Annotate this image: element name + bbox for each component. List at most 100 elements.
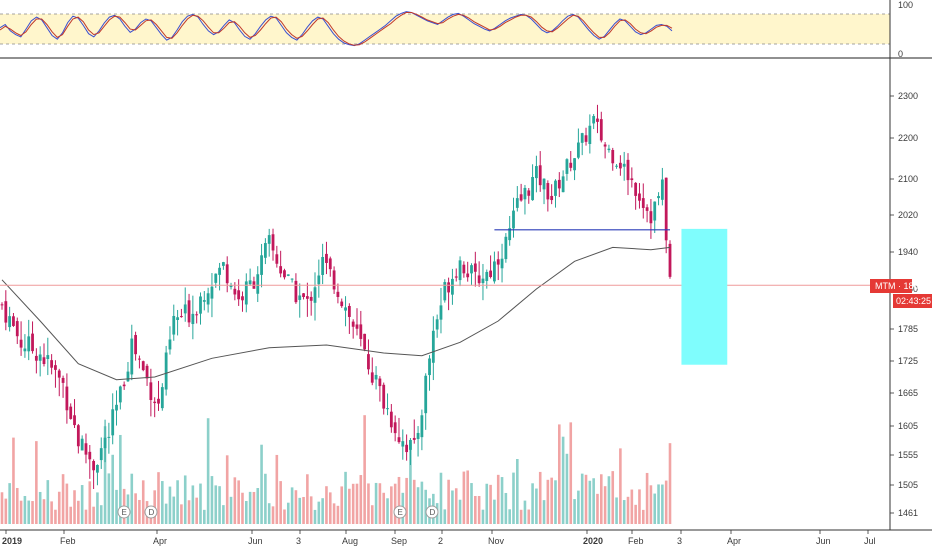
volume-bar bbox=[210, 476, 214, 524]
stoch-d-line bbox=[0, 12, 673, 46]
candle-body bbox=[389, 411, 393, 428]
candle-body bbox=[65, 386, 69, 411]
volume-bar bbox=[38, 491, 42, 524]
volume-bar bbox=[397, 476, 401, 524]
volume-bar bbox=[588, 480, 592, 524]
price-tick-label: 2300 bbox=[898, 91, 918, 101]
time-tick-label: Apr bbox=[727, 536, 741, 546]
volume-bar bbox=[565, 453, 569, 524]
candle-body bbox=[84, 443, 88, 455]
candle-body bbox=[347, 306, 351, 317]
volume-bar bbox=[466, 470, 469, 524]
last-price-tag-bg bbox=[870, 279, 912, 293]
volume-bar bbox=[141, 480, 145, 524]
volume-bar bbox=[630, 489, 634, 524]
volume-bar bbox=[164, 503, 168, 524]
volume-bar bbox=[390, 486, 393, 524]
volume-bar bbox=[88, 481, 92, 524]
candle-body bbox=[325, 253, 328, 263]
volume-bar bbox=[19, 500, 23, 524]
candle-body bbox=[466, 273, 470, 278]
candle-body bbox=[34, 355, 38, 361]
oscillator-axis[interactable]: 100 0 bbox=[898, 0, 913, 59]
candle-body bbox=[210, 286, 214, 299]
last-price-label: MTM · 1868 bbox=[875, 281, 924, 291]
target-box[interactable] bbox=[681, 228, 728, 365]
volume-bar bbox=[203, 509, 206, 524]
osc-tick-label: 0 bbox=[898, 49, 903, 59]
volume-bar bbox=[103, 426, 107, 524]
event-marker[interactable] bbox=[144, 505, 158, 519]
volume-bar bbox=[653, 493, 657, 524]
candle-body bbox=[596, 118, 599, 122]
volume-bar bbox=[283, 509, 286, 524]
candle-body bbox=[328, 258, 332, 270]
candle-body bbox=[626, 159, 630, 181]
volume-bar bbox=[222, 505, 225, 524]
time-tick-label: 2020 bbox=[583, 536, 603, 546]
time-axis[interactable]: 2019 Feb Apr Jun 3 Aug Sep 2 Nov 2020 Feb 3 Apr Jun Ju… bbox=[2, 530, 876, 546]
candle-body bbox=[489, 270, 492, 278]
event-marker-label: D bbox=[149, 508, 155, 517]
candle-body bbox=[470, 265, 473, 274]
volume-bar bbox=[218, 486, 221, 524]
volume-bar bbox=[84, 509, 88, 524]
volume-bar bbox=[0, 492, 4, 524]
candle-body bbox=[363, 333, 367, 350]
candle-body bbox=[523, 187, 527, 200]
candle-body bbox=[500, 258, 504, 269]
candle-body bbox=[141, 361, 145, 371]
volume-bar bbox=[50, 501, 53, 524]
candle-body bbox=[183, 304, 187, 314]
candle-body bbox=[180, 316, 183, 318]
price-tick-label: 2100 bbox=[898, 174, 918, 184]
volume-bar bbox=[378, 483, 382, 524]
candle-body bbox=[599, 119, 603, 141]
moving-average-line bbox=[1, 246, 671, 381]
event-marker[interactable] bbox=[393, 505, 407, 519]
volume-bar bbox=[57, 491, 61, 524]
volume-bar bbox=[657, 484, 660, 524]
candle-body bbox=[164, 352, 168, 390]
candle-body bbox=[641, 198, 645, 208]
volume-bar bbox=[92, 506, 95, 524]
candle-body bbox=[576, 142, 580, 158]
volume-bar bbox=[512, 472, 515, 524]
candle-body bbox=[420, 415, 424, 438]
event-marker[interactable] bbox=[117, 505, 131, 519]
candle-body bbox=[122, 384, 126, 387]
volume-bar bbox=[596, 493, 599, 524]
event-marker-label: D bbox=[430, 508, 436, 517]
volume-bar bbox=[172, 496, 176, 524]
price-tick-label: 1461 bbox=[898, 508, 918, 518]
candle-body bbox=[630, 178, 634, 181]
volume-bar bbox=[569, 422, 573, 524]
volume-bar bbox=[344, 471, 347, 524]
volume-bar bbox=[46, 480, 50, 524]
candle-body bbox=[431, 330, 435, 363]
candle-body bbox=[130, 338, 134, 375]
volume-bar bbox=[252, 491, 256, 524]
volume-bar bbox=[416, 487, 420, 524]
volume-bar bbox=[645, 472, 649, 524]
volume-bar bbox=[470, 483, 473, 524]
candle-body bbox=[538, 165, 542, 186]
candle-body bbox=[622, 163, 626, 167]
candle-body bbox=[603, 144, 607, 147]
candle-body bbox=[519, 194, 523, 201]
event-marker[interactable] bbox=[425, 505, 439, 519]
volume-bar bbox=[96, 492, 99, 524]
candle-body bbox=[50, 360, 54, 368]
time-tick-label: Jun bbox=[816, 536, 831, 546]
volume-bar bbox=[592, 478, 595, 524]
candle-body bbox=[462, 264, 466, 274]
volume-bar bbox=[367, 483, 370, 524]
volume-bar bbox=[622, 500, 626, 524]
volume-bar bbox=[443, 509, 447, 524]
volume-bar bbox=[626, 496, 630, 524]
volume-bar bbox=[69, 506, 73, 524]
candle-body bbox=[454, 276, 458, 278]
volume-bar bbox=[607, 476, 611, 524]
